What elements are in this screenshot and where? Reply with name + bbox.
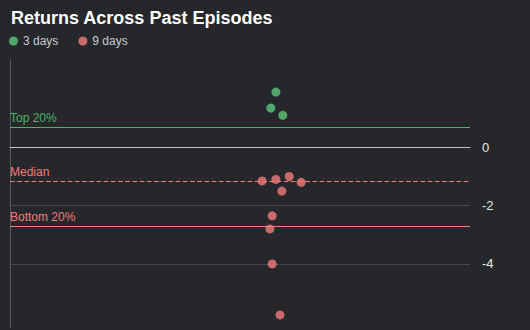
svg-text:Returns Across Past Episodes: Returns Across Past Episodes: [11, 8, 272, 28]
svg-text:Median: Median: [10, 165, 49, 179]
svg-text:Top 20%: Top 20%: [10, 111, 57, 125]
svg-text:Bottom 20%: Bottom 20%: [10, 210, 76, 224]
svg-text:3 days: 3 days: [23, 34, 58, 48]
svg-text:9 days: 9 days: [92, 34, 127, 48]
svg-text:0: 0: [482, 140, 489, 155]
svg-text:-2: -2: [482, 198, 494, 213]
svg-text:-4: -4: [482, 256, 494, 271]
